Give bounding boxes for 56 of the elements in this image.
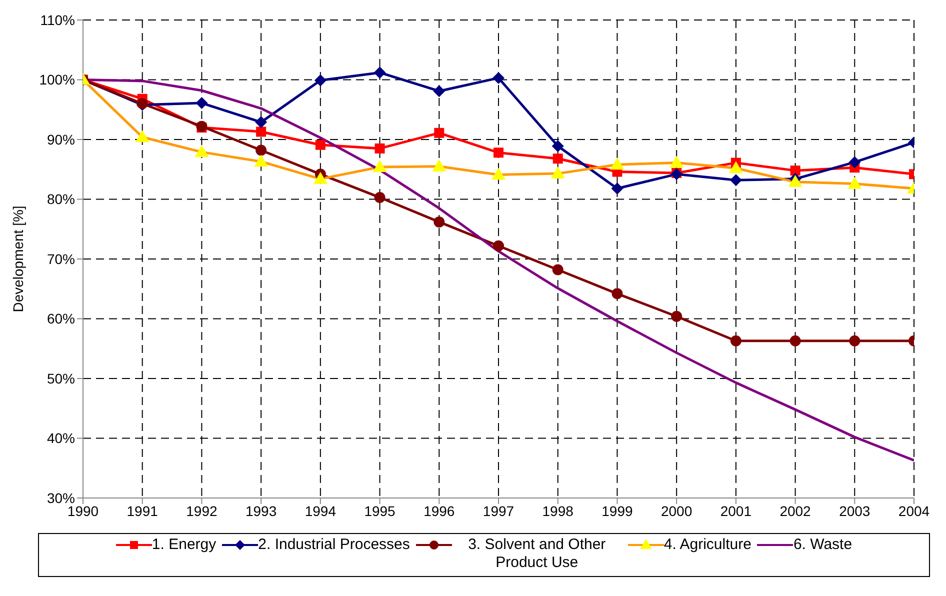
x-tick-label: 1996 xyxy=(424,502,455,519)
x-tick-label: 1999 xyxy=(602,502,633,519)
legend-label: 2. Industrial Processes xyxy=(258,536,410,554)
y-tick-label: 100% xyxy=(39,72,75,88)
point xyxy=(730,174,742,186)
point xyxy=(494,148,504,158)
point xyxy=(849,335,860,346)
x-tick-label: 1995 xyxy=(364,502,396,519)
x-tick-label: 1998 xyxy=(542,502,574,519)
point xyxy=(196,97,208,110)
x-tick-label: 1997 xyxy=(482,502,514,519)
point xyxy=(315,140,326,150)
x-tick-label: 2004 xyxy=(898,502,930,519)
x-tick-label: 2002 xyxy=(780,502,812,519)
point xyxy=(848,156,861,168)
y-tick-label: 80% xyxy=(46,191,75,208)
y-tick-label: 110% xyxy=(40,12,75,28)
point xyxy=(790,335,801,346)
y-tick-label: 60% xyxy=(46,310,75,327)
point xyxy=(790,166,800,176)
point xyxy=(256,144,267,156)
legend-label: 1. Energy xyxy=(152,536,216,554)
point xyxy=(434,128,444,138)
x-tick-label: 2000 xyxy=(660,502,692,519)
point xyxy=(612,288,623,300)
legend-label: 3. Solvent and Other Product Use xyxy=(467,536,607,572)
point xyxy=(552,154,563,164)
x-tick-label: 1994 xyxy=(304,502,336,519)
point xyxy=(374,192,386,203)
y-axis-title: Development [%] xyxy=(10,206,26,312)
point xyxy=(611,182,624,194)
legend-label: 6. Waste xyxy=(793,536,852,554)
point xyxy=(255,116,268,128)
y-tick-label: 50% xyxy=(46,370,75,386)
point xyxy=(552,140,564,152)
point xyxy=(493,240,504,252)
x-tick-label: 1991 xyxy=(126,502,158,519)
x-tick-label: 2003 xyxy=(839,502,870,519)
point xyxy=(671,310,682,322)
point xyxy=(434,216,445,228)
legend-label: 4. Agriculture xyxy=(664,536,752,554)
point xyxy=(314,74,326,86)
y-tick-label: 90% xyxy=(46,131,75,148)
y-tick-label: 40% xyxy=(46,430,75,446)
x-tick-label: 1992 xyxy=(186,502,218,519)
x-tick-label: 1993 xyxy=(245,502,277,519)
point xyxy=(730,335,742,346)
point xyxy=(374,143,385,154)
point xyxy=(552,264,564,276)
x-tick-label: 2001 xyxy=(720,502,752,519)
point xyxy=(492,72,504,84)
point xyxy=(374,66,386,79)
point xyxy=(433,85,446,98)
y-tick-label: 70% xyxy=(46,250,75,267)
point xyxy=(256,126,266,137)
point xyxy=(670,168,683,180)
